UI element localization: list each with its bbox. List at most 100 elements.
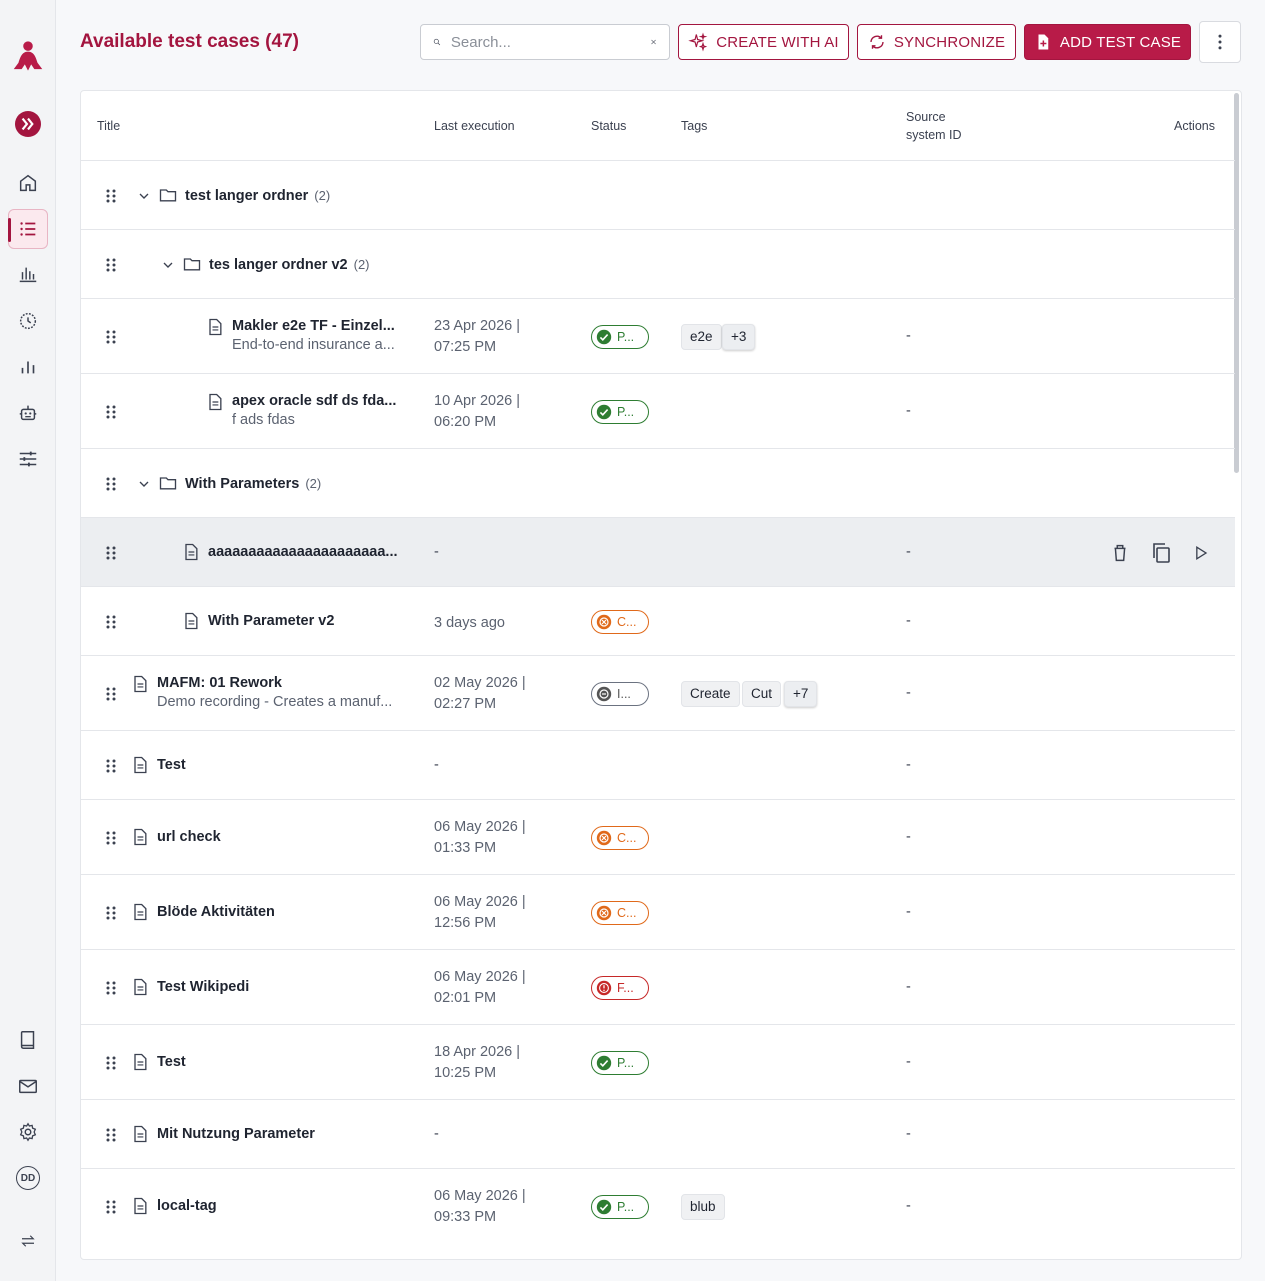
mail-icon[interactable] (8, 1066, 48, 1106)
create-with-ai-button[interactable]: CREATE WITH AI (678, 24, 849, 60)
column-header-actions: Actions (1174, 119, 1215, 133)
drag-handle-icon[interactable] (105, 686, 117, 702)
more-tags-chip[interactable]: +3 (722, 323, 756, 350)
drag-handle-icon[interactable] (105, 1127, 117, 1143)
sliders-icon[interactable] (8, 439, 48, 479)
drag-handle-icon[interactable] (105, 1055, 117, 1071)
column-header-last-execution[interactable]: Last execution (434, 119, 515, 133)
status-badge[interactable]: P... (591, 1194, 649, 1219)
column-header-tags: Tags (681, 119, 708, 133)
table-row[interactable]: Makler e2e TF - Einzel... End-to-end insu… (81, 298, 1235, 373)
drag-handle-icon[interactable] (105, 257, 117, 273)
status-badge[interactable]: P... (591, 324, 649, 349)
table-row[interactable]: apex oracle sdf ds fda... f ads fdas 10 Ap… (81, 373, 1235, 448)
test-case-title[interactable]: Makler e2e TF - Einzel... (232, 317, 395, 334)
drag-handle-icon[interactable] (105, 1199, 117, 1215)
status-badge[interactable]: C... (591, 900, 649, 925)
test-cases-list-icon[interactable] (8, 209, 48, 249)
drag-handle-icon[interactable] (105, 830, 117, 846)
run-icon[interactable] (1191, 543, 1211, 568)
column-header-status[interactable]: Status (591, 119, 627, 133)
status-badge[interactable]: I... (591, 681, 649, 706)
last-execution: - (434, 543, 439, 560)
folder-name[interactable]: With Parameters (185, 475, 300, 492)
robot-icon[interactable] (8, 393, 48, 433)
gear-icon[interactable] (8, 1112, 48, 1152)
drag-handle-icon[interactable] (105, 905, 117, 921)
drag-handle-icon[interactable] (105, 329, 117, 345)
test-case-title[interactable]: apex oracle sdf ds fda... (232, 392, 397, 409)
table-row[interactable]: url check 06 May 2026 | 01:33 PM C... - (81, 799, 1235, 874)
table-row[interactable]: Test Wikipedi 06 May 2026 | 02:01 PM F... - (81, 949, 1235, 1024)
test-case-title[interactable]: MAFM: 01 Rework (157, 674, 282, 691)
folder-row[interactable]: test langer ordner (2) (81, 160, 1235, 229)
folder-name[interactable]: test langer ordner (185, 187, 309, 204)
avatar[interactable]: DD (8, 1158, 48, 1198)
folder-icon (158, 473, 178, 498)
bar-chart-icon[interactable] (8, 347, 48, 387)
expand-sidebar-icon[interactable] (8, 104, 48, 144)
test-case-title[interactable]: Test (157, 1053, 186, 1070)
cancelled-icon (596, 614, 612, 629)
last-execution-time: 02:27 PM (434, 695, 497, 712)
table-row[interactable]: Test - - (81, 730, 1235, 799)
main-content: Available test cases (47) CREATE WITH AI… (56, 0, 1265, 1281)
history-icon[interactable] (8, 301, 48, 341)
drag-handle-icon[interactable] (105, 980, 117, 996)
copy-icon[interactable] (1149, 541, 1173, 570)
folder-name[interactable]: tes langer ordner v2 (209, 256, 348, 273)
status-badge[interactable]: P... (591, 1050, 649, 1075)
file-icon (130, 1052, 150, 1077)
logo-icon[interactable] (8, 38, 48, 78)
test-case-title[interactable]: aaaaaaaaaaaaaaaaaaaaaa... (208, 543, 398, 560)
column-header-title[interactable]: Title (97, 119, 121, 133)
book-icon[interactable] (8, 1020, 48, 1060)
table-row[interactable]: aaaaaaaaaaaaaaaaaaaaaa... - - (81, 517, 1235, 586)
table-row[interactable]: Test 18 Apr 2026 | 10:25 PM P... - (81, 1024, 1235, 1099)
search-input[interactable] (450, 33, 650, 51)
status-badge[interactable]: C... (591, 609, 649, 634)
table-row[interactable]: Blöde Aktivitäten 06 May 2026 | 12:56 PM C.… (81, 874, 1235, 949)
chevron-down-icon[interactable] (160, 257, 176, 278)
drag-handle-icon[interactable] (105, 614, 117, 630)
swap-icon[interactable] (8, 1221, 48, 1261)
analytics-icon[interactable] (8, 254, 48, 294)
table-row[interactable]: local-tag 06 May 2026 | 09:33 PM P... blub - (81, 1168, 1235, 1243)
table-row[interactable]: With Parameter v2 3 days ago C... - (81, 586, 1235, 655)
drag-handle-icon[interactable] (105, 188, 117, 204)
chevron-down-icon[interactable] (136, 188, 152, 209)
search-box[interactable] (420, 24, 670, 60)
last-execution: 10 Apr 2026 | 06:20 PM (434, 391, 520, 433)
chevron-down-icon[interactable] (136, 476, 152, 497)
more-tags-chip[interactable]: +7 (784, 680, 818, 707)
test-case-title[interactable]: Mit Nutzung Parameter (157, 1125, 315, 1142)
table-row[interactable]: Mit Nutzung Parameter - - (81, 1099, 1235, 1168)
status-badge[interactable]: C... (591, 825, 649, 850)
test-case-title[interactable]: local-tag (157, 1197, 217, 1214)
test-case-title[interactable]: url check (157, 828, 221, 845)
synchronize-button[interactable]: SYNCHRONIZE (857, 24, 1016, 60)
column-header-source-system-id[interactable]: Source system ID (906, 108, 962, 144)
home-icon[interactable] (8, 163, 48, 203)
test-case-title[interactable]: With Parameter v2 (208, 612, 335, 629)
status-badge[interactable]: P... (591, 399, 649, 424)
folder-row[interactable]: With Parameters (2) (81, 448, 1235, 517)
clear-search-icon[interactable] (650, 33, 657, 51)
status-badge[interactable]: F... (591, 975, 649, 1000)
page-title: Available test cases (47) (80, 31, 299, 52)
file-icon (205, 317, 225, 342)
table-row[interactable]: MAFM: 01 Rework Demo recording - Creates … (81, 655, 1235, 730)
drag-handle-icon[interactable] (105, 758, 117, 774)
delete-icon[interactable] (1109, 542, 1131, 569)
folder-row[interactable]: tes langer ordner v2 (2) (81, 229, 1235, 298)
test-case-title[interactable]: Blöde Aktivitäten (157, 903, 275, 920)
test-case-title[interactable]: Test Wikipedi (157, 978, 250, 995)
drag-handle-icon[interactable] (105, 404, 117, 420)
test-case-title[interactable]: Test (157, 756, 186, 773)
add-test-case-button[interactable]: ADD TEST CASE (1024, 24, 1191, 60)
drag-handle-icon[interactable] (105, 476, 117, 492)
file-icon (130, 977, 150, 1002)
table-scrollbar[interactable] (1234, 93, 1239, 473)
more-options-button[interactable] (1199, 21, 1241, 63)
drag-handle-icon[interactable] (105, 545, 117, 561)
